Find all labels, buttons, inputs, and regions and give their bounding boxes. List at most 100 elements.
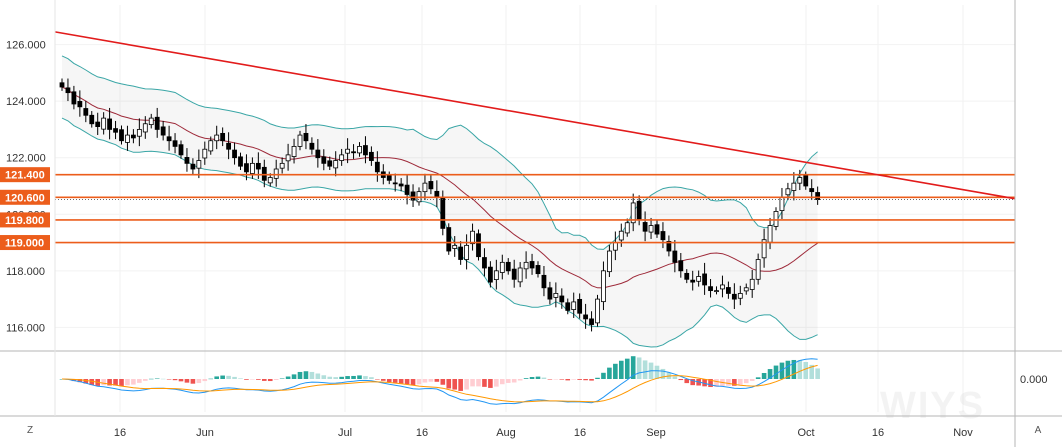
macd-hist-44 [321, 375, 327, 379]
macd-hist-73 [494, 379, 499, 387]
macd-hist-98 [642, 360, 648, 379]
candle-body-45 [327, 160, 333, 167]
macd-hist-85 [565, 379, 571, 381]
macd-hist-108 [702, 379, 707, 387]
macd-hist-46 [333, 377, 338, 379]
macd-hist-3 [77, 379, 83, 383]
candle-body-108 [702, 273, 707, 286]
candle-body-8 [107, 118, 112, 130]
macd-hist-28 [226, 375, 231, 379]
candle-body-61 [422, 182, 428, 193]
macd-hist-4 [83, 379, 89, 384]
macd-hist-24 [202, 379, 208, 382]
macd-hist-74 [500, 379, 505, 385]
macd-hist-37 [279, 378, 285, 379]
candle-body-117 [755, 259, 761, 280]
candle-body-39 [291, 145, 297, 157]
x-tick-label: Sep [646, 427, 666, 439]
candle-body-116 [749, 278, 755, 290]
candle-body-107 [696, 276, 702, 282]
candle-body-42 [309, 142, 315, 150]
macd-hist-11 [125, 379, 130, 386]
macd-hist-53 [375, 379, 380, 380]
macd-hist-75 [505, 379, 511, 383]
macd-hist-8 [107, 379, 112, 386]
candle-body-112 [726, 287, 731, 294]
candle-body-44 [321, 156, 327, 164]
macd-hist-48 [345, 376, 350, 379]
candle-body-13 [136, 129, 142, 137]
candle-body-7 [101, 117, 107, 130]
macd-hist-62 [428, 379, 434, 382]
candle-body-56 [392, 182, 398, 185]
candle-body-28 [226, 142, 232, 150]
candle-body-125 [803, 175, 809, 187]
candle-body-4 [83, 108, 89, 116]
y-tick-label: 124.000 [6, 96, 46, 108]
macd-hist-21 [184, 379, 190, 383]
macd-hist-77 [517, 379, 523, 381]
macd-hist-122 [785, 360, 791, 379]
candle-body-76 [511, 268, 517, 280]
macd-hist-82 [547, 379, 553, 380]
candle-body-109 [708, 286, 713, 292]
candle-body-19 [172, 140, 178, 147]
y-tick-label: 116.000 [6, 322, 45, 334]
macd-hist-114 [738, 379, 743, 385]
macd-hist-26 [214, 376, 219, 379]
macd-hist-121 [779, 362, 785, 379]
macd-hist-14 [143, 379, 148, 381]
candle-body-104 [678, 260, 684, 272]
candle-body-79 [529, 261, 535, 269]
candle-body-29 [232, 149, 237, 159]
candle-body-102 [666, 241, 672, 252]
macd-hist-59 [410, 379, 416, 386]
macd-tick-label: 0.000 [1020, 374, 1048, 386]
candle-body-53 [374, 161, 380, 173]
candle-body-0 [59, 82, 65, 88]
macd-hist-116 [749, 379, 755, 381]
y-tick-label: 118.000 [6, 266, 45, 278]
macd-hist-67 [458, 379, 463, 391]
macd-hist-30 [238, 378, 243, 379]
timezone-button[interactable]: Z [26, 425, 34, 436]
candle-body-82 [547, 287, 553, 300]
macd-hist-78 [523, 378, 529, 379]
candle-body-98 [642, 222, 648, 232]
candle-body-99 [648, 225, 654, 233]
candle-body-78 [523, 261, 529, 270]
macd-hist-43 [315, 373, 321, 379]
candle-body-47 [339, 154, 345, 161]
candle-body-26 [214, 134, 220, 142]
support-resistance-lines [55, 173, 1015, 244]
candle-body-88 [583, 314, 588, 320]
candle-body-89 [589, 318, 594, 325]
candle-body-120 [773, 211, 779, 227]
trendline [54, 31, 1016, 200]
candlesticks [59, 78, 821, 332]
chart-grid [55, 5, 1015, 412]
macd-hist-97 [636, 357, 642, 379]
candle-body-95 [624, 222, 630, 234]
macd-hist-19 [172, 379, 178, 381]
candle-body-85 [565, 302, 571, 311]
candle-body-32 [249, 162, 255, 174]
macd-hist-22 [190, 379, 196, 384]
macd-hist-101 [660, 368, 666, 379]
macd-hist-93 [613, 363, 618, 379]
x-tick-label: 16 [872, 427, 884, 439]
candle-body-43 [315, 149, 321, 159]
macd-hist-126 [809, 364, 814, 379]
macd-hist-57 [398, 379, 404, 384]
auto-scale-button[interactable]: A [1034, 425, 1042, 436]
macd-hist-10 [119, 379, 124, 386]
level-tags: 121.400 120.600 119.800 119.000 [0, 167, 50, 251]
macd-hist-13 [137, 379, 142, 383]
bollinger-fill [62, 55, 818, 348]
candle-body-25 [208, 140, 214, 152]
macd-hist-91 [601, 372, 606, 379]
bollinger-upper [61, 55, 818, 250]
y-tick-label: 126.000 [6, 40, 46, 52]
candle-body-33 [255, 162, 261, 170]
candle-body-59 [410, 191, 416, 201]
